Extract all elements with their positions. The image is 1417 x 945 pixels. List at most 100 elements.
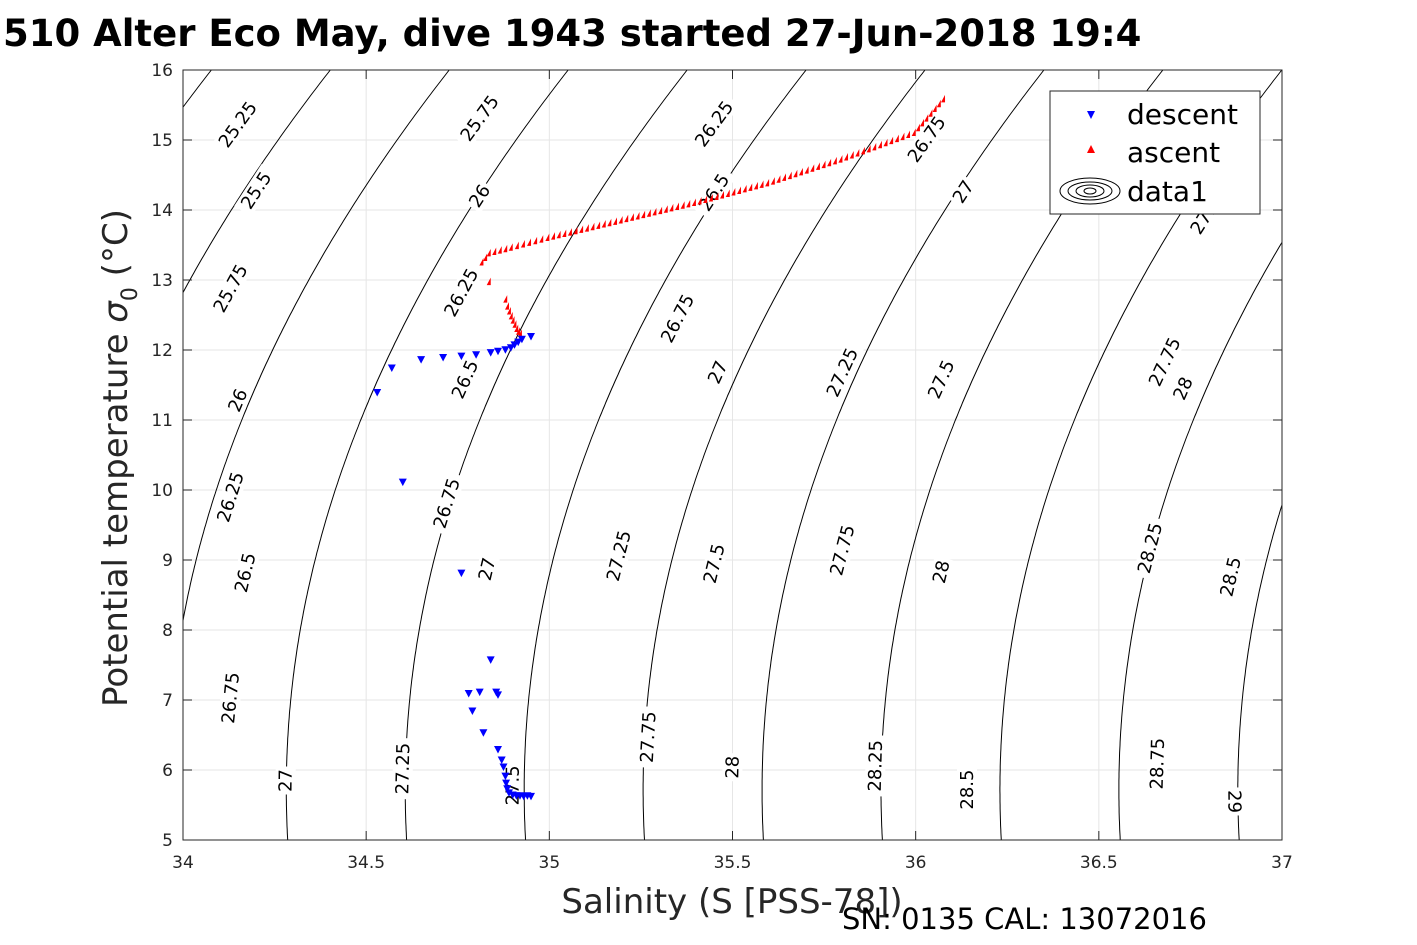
ascent-point [742, 184, 747, 193]
contour-label-bg [692, 166, 737, 219]
contour-label: 28 [928, 555, 955, 588]
contour-line [183, 70, 450, 624]
x-tick-label: 37 [1271, 853, 1293, 873]
ascent-point [827, 158, 832, 167]
contour-label-text: 28 [722, 756, 744, 779]
contour-28-25 [1118, 241, 1282, 840]
ascent-point [883, 138, 888, 147]
contour-label-bg [1168, 371, 1198, 406]
contour-26-75 [404, 70, 688, 840]
x-tick-label: 34.5 [347, 853, 385, 873]
ascent-point [551, 232, 556, 240]
contour-label-text: 28.75 [1147, 738, 1169, 790]
ascent-point [731, 187, 736, 196]
ascent-point [765, 178, 770, 187]
descent-point [517, 335, 526, 344]
y-tick-label: 16 [151, 61, 173, 81]
ascent-point [641, 210, 646, 219]
contour-label-bg [445, 352, 485, 407]
ascent-point [855, 148, 860, 157]
x-tick-label: 35.5 [714, 853, 752, 873]
ascent-point [838, 155, 843, 163]
x-tick-label: 36 [905, 853, 927, 873]
contour-label-bg [698, 536, 730, 591]
ascent-point [753, 181, 758, 190]
ascent-point [798, 167, 803, 176]
descent-point [499, 763, 508, 771]
contour-label-bg [957, 764, 977, 815]
legend-ascent-label: ascent [1127, 136, 1220, 169]
ascent-point [793, 169, 798, 178]
contour-label-bg [223, 383, 253, 418]
contour-label-bg [1215, 550, 1247, 604]
ascent-point [669, 203, 674, 212]
ascent-point [894, 134, 899, 143]
descent-point [475, 688, 484, 697]
ascent-point [941, 94, 946, 103]
contour-label-bg [722, 752, 743, 782]
descent-point [464, 690, 473, 698]
ascent-point [770, 177, 775, 185]
ascent-point [782, 173, 787, 181]
x-tick-label: 36.5 [1080, 853, 1118, 873]
ascent-point [776, 175, 781, 183]
contour-label: 27 [474, 553, 501, 586]
y-tick-label: 6 [162, 761, 173, 781]
descent-point [439, 354, 448, 362]
ascent-point [562, 229, 567, 237]
ascent-point [533, 236, 538, 245]
ascent-point [872, 142, 877, 151]
y-tick-label: 5 [162, 831, 173, 851]
contour-label-bg [474, 553, 501, 586]
descent-point [510, 341, 519, 349]
ascent-point [844, 153, 849, 161]
descent-point [514, 338, 523, 347]
y-tick-label: 15 [151, 131, 173, 151]
contour-label-bg [900, 108, 953, 170]
descent-point [501, 772, 510, 781]
ascent-point [652, 207, 657, 216]
ascent-point [629, 213, 634, 221]
ascent-point [590, 222, 595, 231]
ascent-point [691, 198, 696, 206]
ascent-point [658, 206, 663, 215]
contour-label-bg [217, 666, 244, 730]
descent-point [497, 756, 506, 764]
contour-label-bg [463, 178, 496, 214]
contour-label-text: 27 [275, 769, 296, 792]
ascent-point [725, 189, 730, 197]
ascent-point [503, 295, 508, 303]
ascent-point [663, 205, 668, 213]
ascent-point [567, 228, 572, 236]
contour-label-bg [1132, 516, 1168, 581]
contour-label: 27 [275, 766, 297, 795]
y-tick-label: 14 [151, 201, 173, 221]
ascent-point [613, 217, 618, 225]
contour-label-bg [1146, 732, 1169, 795]
contour-label-bg [928, 555, 955, 588]
ascent-point [512, 320, 517, 328]
ascent-point [810, 164, 815, 172]
contour-label-bg [428, 471, 466, 536]
ascent-point [936, 99, 941, 108]
descent-point [457, 569, 466, 578]
contour-line [404, 70, 688, 840]
descent-point [494, 691, 502, 699]
contour-line [183, 70, 331, 294]
contour-label-text: 27.25 [392, 743, 414, 795]
ascent-point [748, 183, 753, 191]
contour-line [1237, 503, 1282, 840]
descent-point [468, 707, 477, 715]
ascent-point [514, 324, 519, 332]
legend-descent-label: descent [1127, 98, 1238, 131]
legend-box [1049, 90, 1261, 215]
footer-serial: SN: 0135 CAL: 13072016 [842, 902, 1207, 936]
contour-label-bg [825, 518, 860, 583]
chart-title: 510 Alter Eco May, dive 1943 started 27-… [3, 12, 1141, 55]
y-tick-label: 13 [151, 271, 173, 291]
ascent-point [915, 123, 920, 132]
ascent-point [849, 151, 854, 159]
descent-point [387, 364, 396, 372]
contour-label-text: 27 [475, 556, 501, 583]
